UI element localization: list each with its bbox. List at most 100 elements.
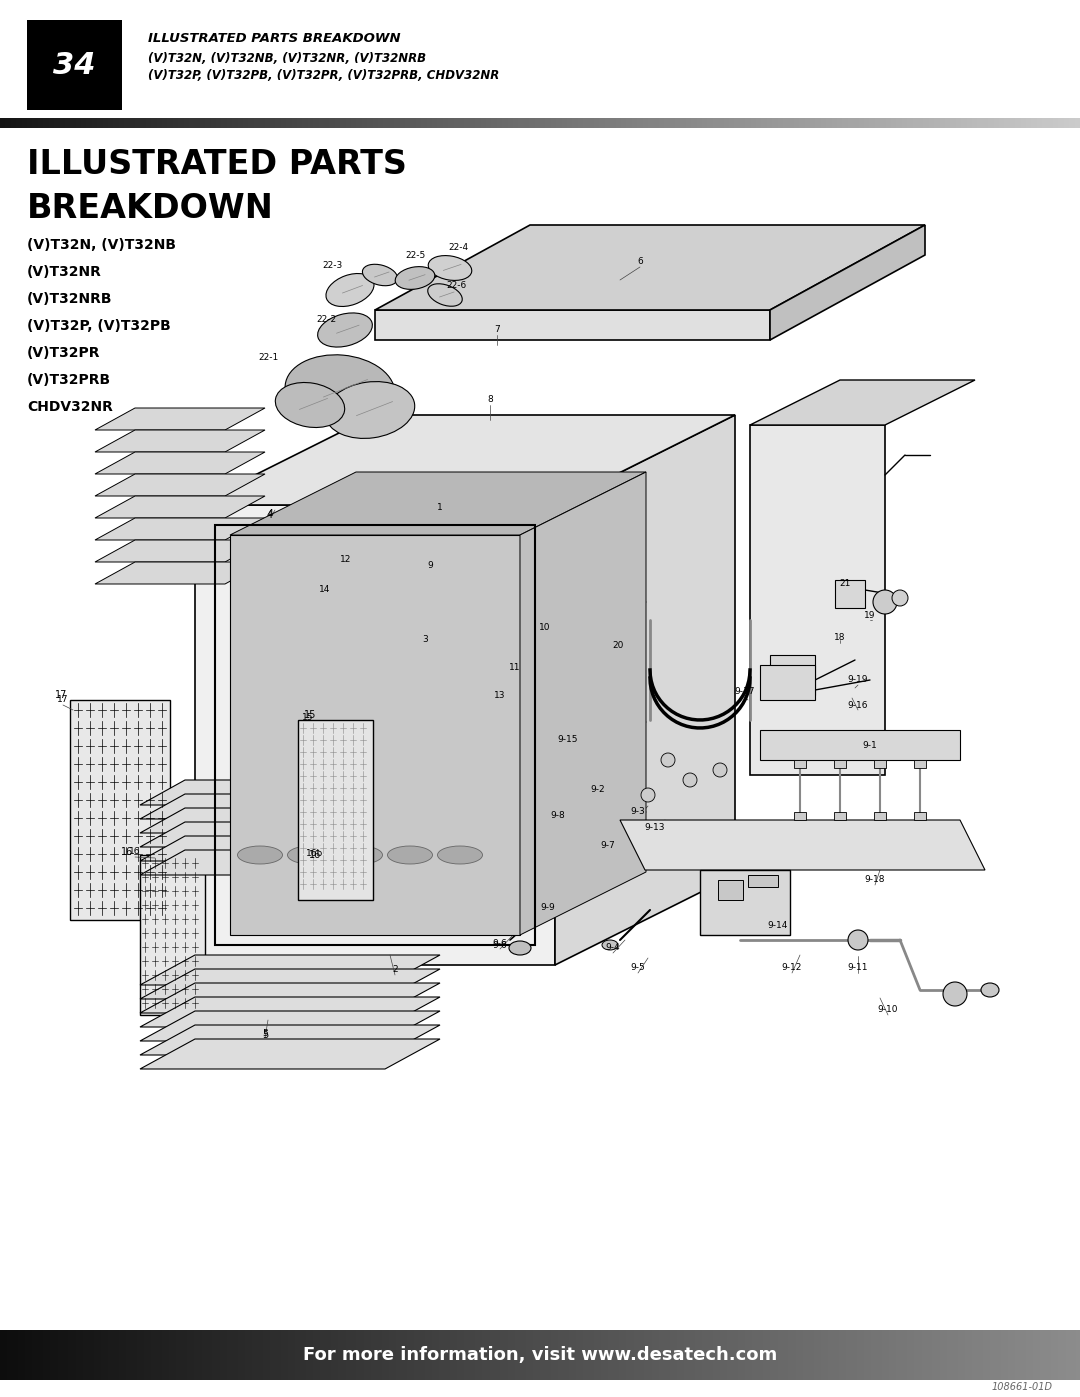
Text: 4: 4 bbox=[267, 510, 273, 520]
Text: 9-9: 9-9 bbox=[541, 904, 555, 912]
Bar bbox=[967, 117, 972, 129]
Bar bbox=[396, 1330, 400, 1380]
Bar bbox=[594, 117, 599, 129]
Bar bbox=[383, 117, 389, 129]
Bar bbox=[940, 117, 945, 129]
Polygon shape bbox=[95, 408, 265, 430]
Bar bbox=[626, 1330, 630, 1380]
Bar bbox=[673, 1330, 677, 1380]
Bar bbox=[1001, 1330, 1004, 1380]
Bar bbox=[1077, 1330, 1080, 1380]
Bar bbox=[275, 117, 281, 129]
Text: (V)T32N, (V)T32NB, (V)T32NR, (V)T32NRB: (V)T32N, (V)T32NB, (V)T32NR, (V)T32NRB bbox=[148, 52, 427, 66]
Bar bbox=[954, 1330, 958, 1380]
Bar bbox=[1034, 1330, 1037, 1380]
Bar bbox=[173, 117, 178, 129]
Bar bbox=[165, 1330, 170, 1380]
Bar bbox=[975, 1330, 980, 1380]
Bar bbox=[694, 1330, 699, 1380]
Text: 9-8: 9-8 bbox=[551, 810, 565, 820]
Bar bbox=[427, 117, 432, 129]
Bar bbox=[36, 1330, 40, 1380]
Bar bbox=[576, 1330, 580, 1380]
Bar bbox=[191, 1330, 194, 1380]
Bar bbox=[923, 117, 929, 129]
Bar bbox=[502, 117, 508, 129]
Text: 34: 34 bbox=[53, 50, 95, 80]
Text: For more information, visit www.desatech.com: For more information, visit www.desatech… bbox=[302, 1345, 778, 1363]
Bar bbox=[835, 580, 865, 608]
Bar bbox=[216, 117, 221, 129]
Polygon shape bbox=[95, 430, 265, 453]
Bar bbox=[915, 1330, 918, 1380]
Polygon shape bbox=[140, 956, 440, 985]
Text: 22-2: 22-2 bbox=[316, 316, 336, 324]
Bar bbox=[740, 117, 745, 129]
Bar bbox=[140, 855, 205, 1016]
Text: 15: 15 bbox=[303, 710, 316, 719]
Text: 8: 8 bbox=[487, 395, 492, 405]
Bar bbox=[990, 1330, 994, 1380]
Bar bbox=[297, 117, 302, 129]
Bar bbox=[608, 1330, 612, 1380]
Polygon shape bbox=[140, 1039, 440, 1069]
Bar bbox=[724, 1330, 727, 1380]
Bar bbox=[856, 1330, 861, 1380]
Bar bbox=[756, 1330, 759, 1380]
Bar bbox=[243, 117, 248, 129]
Polygon shape bbox=[95, 496, 265, 518]
Bar bbox=[299, 1330, 302, 1380]
Bar bbox=[818, 1330, 821, 1380]
Polygon shape bbox=[760, 731, 960, 760]
Bar bbox=[886, 117, 891, 129]
Bar bbox=[1072, 1330, 1077, 1380]
Bar bbox=[151, 1330, 154, 1380]
Bar bbox=[526, 1330, 529, 1380]
Polygon shape bbox=[140, 780, 355, 805]
Ellipse shape bbox=[395, 267, 435, 289]
Bar bbox=[589, 117, 594, 129]
Bar bbox=[742, 1330, 745, 1380]
Text: 5: 5 bbox=[261, 1030, 268, 1039]
Bar bbox=[702, 1330, 705, 1380]
Bar bbox=[468, 1330, 472, 1380]
Bar bbox=[459, 117, 464, 129]
Polygon shape bbox=[375, 310, 770, 339]
Bar bbox=[796, 1330, 799, 1380]
Bar bbox=[508, 1330, 511, 1380]
Bar bbox=[100, 1330, 105, 1380]
Bar bbox=[583, 1330, 586, 1380]
Bar bbox=[68, 1330, 72, 1380]
Text: 9-12: 9-12 bbox=[782, 964, 802, 972]
Bar bbox=[548, 1330, 551, 1380]
Bar bbox=[310, 1330, 313, 1380]
Text: 9-3: 9-3 bbox=[631, 807, 646, 816]
Text: (V)T32PR: (V)T32PR bbox=[27, 346, 100, 360]
Bar bbox=[194, 117, 200, 129]
Bar bbox=[799, 117, 805, 129]
Text: 16: 16 bbox=[309, 849, 321, 861]
Text: 9: 9 bbox=[427, 562, 433, 570]
Bar bbox=[486, 117, 491, 129]
Bar bbox=[184, 117, 189, 129]
Bar bbox=[130, 1330, 133, 1380]
Bar bbox=[713, 1330, 716, 1380]
Bar bbox=[770, 1330, 774, 1380]
Bar bbox=[670, 117, 675, 129]
Bar bbox=[648, 117, 653, 129]
Bar bbox=[705, 1330, 710, 1380]
Bar bbox=[1021, 117, 1026, 129]
Bar bbox=[1064, 117, 1069, 129]
Bar bbox=[313, 117, 319, 129]
Bar bbox=[551, 117, 556, 129]
Polygon shape bbox=[555, 415, 735, 965]
Bar bbox=[821, 117, 826, 129]
Bar bbox=[356, 1330, 360, 1380]
Bar bbox=[718, 117, 724, 129]
Bar bbox=[602, 1330, 605, 1380]
Bar bbox=[400, 117, 405, 129]
Bar bbox=[448, 117, 454, 129]
Bar bbox=[980, 1330, 983, 1380]
Bar bbox=[324, 1330, 327, 1380]
Text: 1: 1 bbox=[437, 503, 443, 513]
